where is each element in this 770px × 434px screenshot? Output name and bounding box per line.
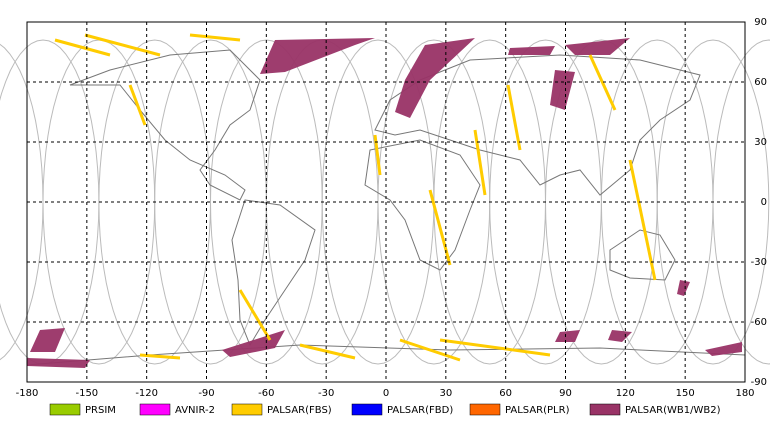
legend-swatch — [231, 403, 263, 416]
legend-label: PALSAR(WB1/WB2) — [625, 405, 721, 416]
legend-swatch — [589, 403, 621, 416]
legend-label: PALSAR(FBD) — [387, 405, 453, 416]
swath — [395, 38, 475, 118]
legend-label: AVNIR-2 — [175, 405, 215, 416]
swath — [508, 46, 555, 55]
swath — [677, 280, 690, 296]
eurasia — [374, 54, 701, 196]
swath — [608, 330, 632, 342]
antarctica — [26, 344, 746, 366]
legend: PRSIM AVNIR-2 PALSAR(FBS) PALSAR(FBD) PALSAR… — [49, 403, 721, 416]
x-tick-label: 150 — [676, 388, 695, 399]
plot-frame — [26, 21, 746, 383]
north-america — [69, 49, 261, 201]
x-tick-label: -150 — [75, 388, 98, 399]
legend-swatch — [49, 403, 81, 416]
swaths — [27, 33, 742, 368]
y-tick-label: 0 — [761, 197, 767, 208]
swath — [555, 330, 580, 342]
y-tick-label: -90 — [751, 377, 767, 388]
x-tick-label: -120 — [135, 388, 158, 399]
swath — [30, 328, 65, 352]
x-tick-label: 30 — [439, 388, 452, 399]
swath — [550, 70, 575, 110]
x-tick-label: -60 — [258, 388, 274, 399]
swath — [705, 342, 742, 356]
south-america — [231, 199, 316, 347]
x-tick-label: 180 — [735, 388, 754, 399]
y-tick-label: 30 — [754, 137, 767, 148]
legend-swatch — [469, 403, 501, 416]
x-tick-label: 0 — [383, 388, 389, 399]
swath — [27, 358, 90, 368]
swath — [54, 33, 657, 362]
legend-swatch — [351, 403, 383, 416]
swath — [565, 38, 630, 55]
legend-label: PRSIM — [85, 405, 116, 416]
y-tick-label: 90 — [754, 17, 767, 28]
legend-label: PALSAR(PLR) — [505, 405, 570, 416]
x-tick-label: 60 — [499, 388, 512, 399]
y-tick-label: 60 — [754, 77, 767, 88]
x-tick-label: -180 — [16, 388, 39, 399]
legend-label: PALSAR(FBS) — [267, 405, 332, 416]
swath — [260, 38, 375, 74]
legend-swatch — [139, 403, 171, 416]
y-tick-label: -30 — [751, 257, 767, 268]
x-tick-label: -90 — [198, 388, 214, 399]
x-tick-label: 90 — [559, 388, 572, 399]
x-tick-label: 120 — [616, 388, 635, 399]
y-tick-label: -60 — [751, 317, 767, 328]
x-tick-label: -30 — [318, 388, 334, 399]
